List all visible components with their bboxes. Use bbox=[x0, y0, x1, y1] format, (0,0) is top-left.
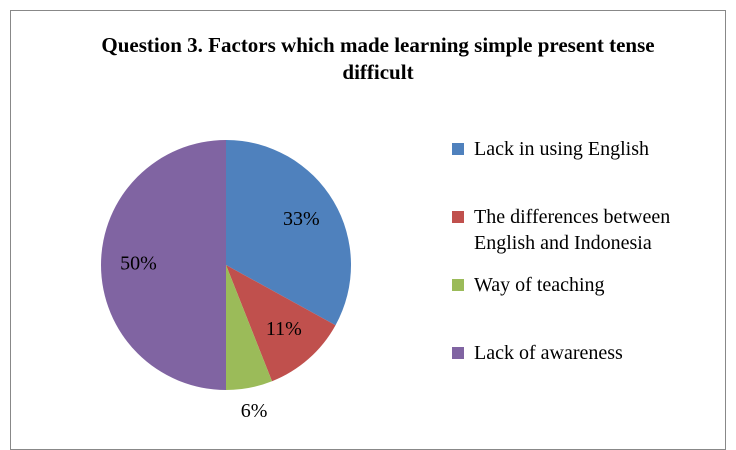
legend-swatch bbox=[452, 211, 464, 223]
legend-swatch bbox=[452, 347, 464, 359]
pie-slice bbox=[101, 140, 226, 390]
pie-slice bbox=[226, 265, 336, 382]
legend-item: Way of teaching bbox=[452, 272, 722, 298]
data-label: 50% bbox=[120, 253, 157, 275]
legend-label: Lack of awareness bbox=[474, 342, 623, 364]
legend-swatch bbox=[452, 279, 464, 291]
legend-swatch bbox=[452, 143, 464, 155]
legend-label: Way of teaching bbox=[474, 274, 605, 296]
page: Question 3. Factors which made learning … bbox=[10, 10, 726, 450]
data-label: 33% bbox=[283, 208, 320, 230]
legend-label: The differences between English and Indo… bbox=[474, 206, 671, 254]
legend-item: Lack in using English bbox=[452, 136, 722, 162]
data-label: 6% bbox=[241, 400, 268, 422]
legend-label: Lack in using English bbox=[474, 138, 649, 160]
data-label: 11% bbox=[266, 318, 302, 340]
legend-item: The differences between English and Indo… bbox=[452, 204, 722, 256]
pie-slice bbox=[226, 265, 273, 390]
legend-item: Lack of awareness bbox=[452, 340, 722, 366]
pie-chart: 33% 11% 6% 50% bbox=[101, 140, 351, 422]
pie-slice bbox=[226, 140, 351, 326]
chart-title: Question 3. Factors which made learning … bbox=[101, 33, 655, 84]
